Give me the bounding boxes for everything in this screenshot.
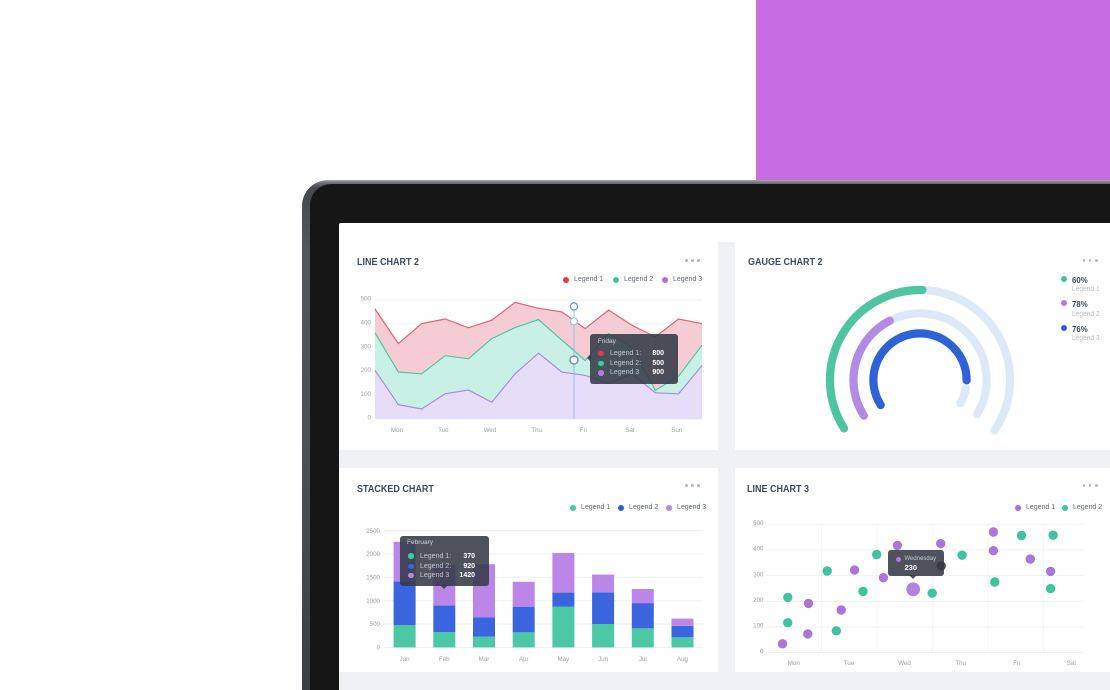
svg-text:May: May (558, 656, 571, 663)
svg-text:2000: 2000 (366, 551, 380, 558)
svg-text:Mon: Mon (391, 427, 404, 434)
svg-text:Feb: Feb (439, 656, 450, 663)
svg-text:300: 300 (361, 343, 372, 350)
svg-text:0: 0 (377, 645, 381, 652)
svg-text:200: 200 (753, 597, 764, 604)
svg-text:Wed: Wed (898, 660, 911, 667)
svg-text:400: 400 (361, 320, 372, 327)
svg-text:Jun: Jun (598, 656, 609, 663)
svg-text:Mar: Mar (479, 656, 490, 663)
svg-text:Thu: Thu (955, 660, 966, 667)
svg-text:Fri: Fri (1013, 660, 1020, 667)
svg-text:1000: 1000 (366, 598, 380, 605)
svg-text:Aug: Aug (677, 656, 689, 663)
svg-text:Jan: Jan (400, 656, 411, 663)
svg-text:Tue: Tue (844, 660, 855, 667)
svg-text:100: 100 (753, 623, 764, 630)
svg-text:0: 0 (368, 415, 372, 422)
svg-text:Mon: Mon (788, 660, 801, 667)
svg-text:Sun: Sun (671, 427, 683, 434)
svg-text:Sat: Sat (625, 427, 635, 434)
svg-text:Fri: Fri (580, 427, 587, 434)
svg-text:Tue: Tue (438, 427, 449, 434)
svg-text:500: 500 (753, 520, 764, 527)
svg-text:400: 400 (753, 546, 764, 553)
svg-text:500: 500 (361, 296, 372, 303)
svg-text:1500: 1500 (366, 575, 380, 582)
svg-text:Apr: Apr (519, 656, 529, 663)
svg-text:200: 200 (361, 367, 372, 374)
svg-text:Wed: Wed (484, 427, 497, 434)
svg-text:300: 300 (753, 571, 764, 578)
svg-text:Jul: Jul (639, 656, 647, 663)
svg-text:500: 500 (370, 621, 381, 628)
svg-text:Thu: Thu (531, 427, 542, 434)
svg-text:2500: 2500 (366, 528, 380, 535)
svg-text:0: 0 (760, 648, 764, 655)
svg-text:100: 100 (361, 391, 372, 398)
svg-text:Sat: Sat (1067, 660, 1077, 667)
